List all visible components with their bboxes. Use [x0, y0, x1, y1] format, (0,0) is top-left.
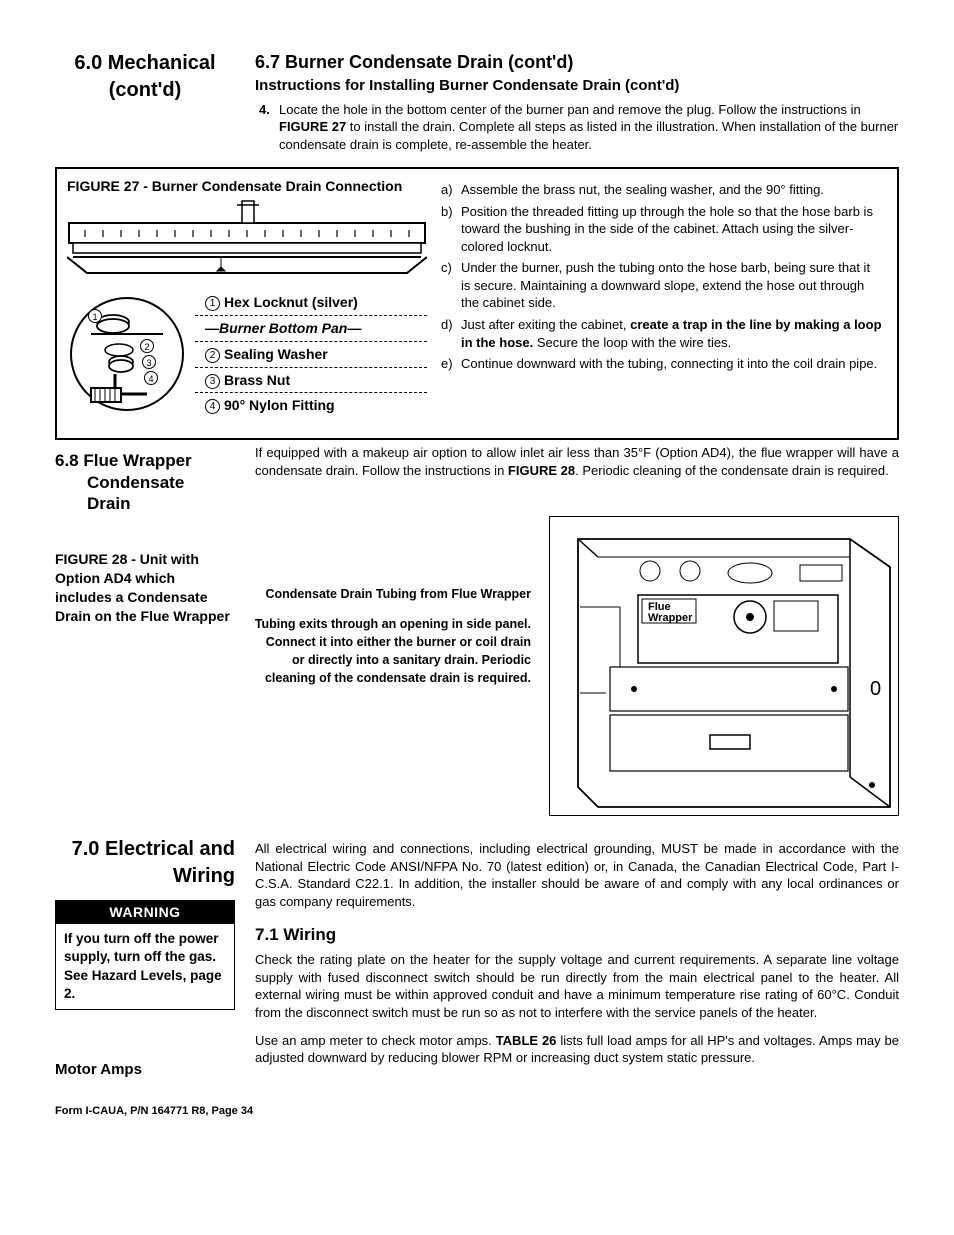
h7-l2: Wiring [55, 863, 235, 890]
figure-28-diagram: Flue Wrapper 0 [549, 516, 899, 816]
part-4: 4 90° Nylon Fitting [195, 393, 427, 418]
figure-27-title: FIGURE 27 - Burner Condensate Drain Conn… [67, 177, 427, 195]
figure-28-title-block: FIGURE 28 - Unit with Option AD4 which i… [55, 516, 235, 816]
section-68-intro: If equipped with a makeup air option to … [255, 444, 899, 514]
svg-text:3: 3 [146, 358, 151, 368]
step-a: a)Assemble the brass nut, the sealing wa… [441, 181, 883, 199]
section-67-block: 6.7 Burner Condensate Drain (cont'd) Ins… [255, 50, 899, 153]
figure-28-row: FIGURE 28 - Unit with Option AD4 which i… [55, 516, 899, 816]
part-4-label: 90° Nylon Fitting [224, 397, 335, 413]
step-4-text: Locate the hole in the bottom center of … [279, 101, 899, 154]
step-e: e)Continue downward with the tubing, con… [441, 355, 883, 373]
circled-4-icon: 4 [205, 399, 220, 414]
figure-27-box: FIGURE 27 - Burner Condensate Drain Conn… [55, 167, 899, 440]
step4-a: Locate the hole in the bottom center of … [279, 102, 861, 117]
h-67-sub: Instructions for Installing Burner Conde… [255, 76, 899, 96]
fig28-label2: Tubing exits through an opening in side … [253, 615, 531, 688]
h-67: 6.7 Burner Condensate Drain (cont'd) [255, 50, 899, 74]
step-4: 4. Locate the hole in the bottom center … [259, 101, 899, 154]
s71-p2: Use an amp meter to check motor amps. TA… [255, 1032, 899, 1067]
section-68-row: 6.8 Flue Wrapper Condensate Drain If equ… [55, 444, 899, 514]
burner-schematic-icon [67, 199, 427, 279]
warning-header: WARNING [56, 901, 234, 924]
lbl-e: e) [441, 355, 461, 373]
figure-27-steps: a)Assemble the brass nut, the sealing wa… [437, 169, 897, 438]
step4-b: to install the drain. Complete all steps… [279, 119, 898, 152]
part-3-label: Brass Nut [224, 372, 290, 388]
section-7-content: All electrical wiring and connections, i… [255, 836, 899, 1080]
figure-28-labels: Condensate Drain Tubing from Flue Wrappe… [253, 516, 531, 816]
lbl-a: a) [441, 181, 461, 199]
s68-b: . Periodic cleaning of the condensate dr… [575, 463, 889, 478]
svg-text:0: 0 [870, 678, 881, 700]
step-4-num: 4. [259, 101, 279, 154]
d-a: Just after exiting the cabinet, [461, 317, 630, 332]
svg-text:4: 4 [148, 374, 153, 384]
d-b: Secure the loop with the wire ties. [533, 335, 731, 350]
s71-p1: Check the rating plate on the heater for… [255, 951, 899, 1021]
step-d: d)Just after exiting the cabinet, create… [441, 316, 883, 351]
step-c: c)Under the burner, push the tubing onto… [441, 259, 883, 312]
warning-body: If you turn off the power supply, turn o… [56, 924, 234, 1009]
section-7-row: 7.0 Electrical and Wiring WARNING If you… [55, 836, 899, 1080]
section-6-heading: 6.0 Mechanical (cont'd) [55, 50, 235, 153]
txt-a: Assemble the brass nut, the sealing wash… [461, 181, 883, 199]
lbl-c: c) [441, 259, 461, 312]
part-2: 2 Sealing Washer [195, 342, 427, 368]
txt-d: Just after exiting the cabinet, create a… [461, 316, 883, 351]
circled-3-icon: 3 [205, 374, 220, 389]
step4-figref: FIGURE 27 [279, 119, 346, 134]
circled-2-icon: 2 [205, 348, 220, 363]
part-3: 3 Brass Nut [195, 368, 427, 394]
part-pan: —Burner Bottom Pan— [195, 316, 427, 342]
svg-text:2: 2 [144, 342, 149, 352]
figure-27-diagram-area: FIGURE 27 - Burner Condensate Drain Conn… [57, 169, 437, 438]
warning-box: WARNING If you turn off the power supply… [55, 900, 235, 1010]
part-1: 1 Hex Locknut (silver) [195, 290, 427, 316]
h7-l1: 7.0 Electrical and [55, 836, 235, 863]
step-b: b)Position the threaded fitting up throu… [441, 203, 883, 256]
section-68-heading: 6.8 Flue Wrapper Condensate Drain [55, 444, 235, 514]
parts-list: 1 Hex Locknut (silver) —Burner Bottom Pan… [195, 290, 427, 418]
txt-b: Position the threaded fitting up through… [461, 203, 883, 256]
part-2-label: Sealing Washer [224, 346, 328, 362]
s71-p2-bold: TABLE 26 [496, 1033, 557, 1048]
part-1-label: Hex Locknut (silver) [224, 294, 358, 310]
txt-c: Under the burner, push the tubing onto t… [461, 259, 883, 312]
section-7-leftcol: 7.0 Electrical and Wiring WARNING If you… [55, 836, 235, 1080]
page-footer: Form I-CAUA, P/N 164771 R8, Page 34 [55, 1104, 899, 1119]
h-mechanical-l2: (cont'd) [55, 77, 235, 104]
svg-text:1: 1 [92, 312, 97, 322]
s68-l2: Condensate [55, 472, 235, 493]
txt-e: Continue downward with the tubing, conne… [461, 355, 883, 373]
h-mechanical-l1: 6.0 Mechanical [55, 50, 235, 77]
s68-fig: FIGURE 28 [508, 463, 575, 478]
lbl-b: b) [441, 203, 461, 256]
s68-l3: Drain [55, 493, 235, 514]
s7-intro: All electrical wiring and connections, i… [255, 840, 899, 910]
figure-28-title: FIGURE 28 - Unit with Option AD4 which i… [55, 550, 235, 626]
svg-text:Wrapper: Wrapper [648, 612, 693, 624]
unit-diagram-icon: Flue Wrapper 0 [550, 517, 896, 813]
motor-amps-heading: Motor Amps [55, 1060, 235, 1080]
circled-1-icon: 1 [205, 296, 220, 311]
fig28-label1: Condensate Drain Tubing from Flue Wrappe… [253, 586, 531, 603]
detail-circle-icon: 1 2 3 4 [67, 284, 187, 424]
lbl-d: d) [441, 316, 461, 351]
s71-p2-a: Use an amp meter to check motor amps. [255, 1033, 496, 1048]
s68-l1: 6.8 Flue Wrapper [55, 451, 192, 470]
header-row: 6.0 Mechanical (cont'd) 6.7 Burner Conde… [55, 50, 899, 153]
h-71: 7.1 Wiring [255, 924, 899, 947]
